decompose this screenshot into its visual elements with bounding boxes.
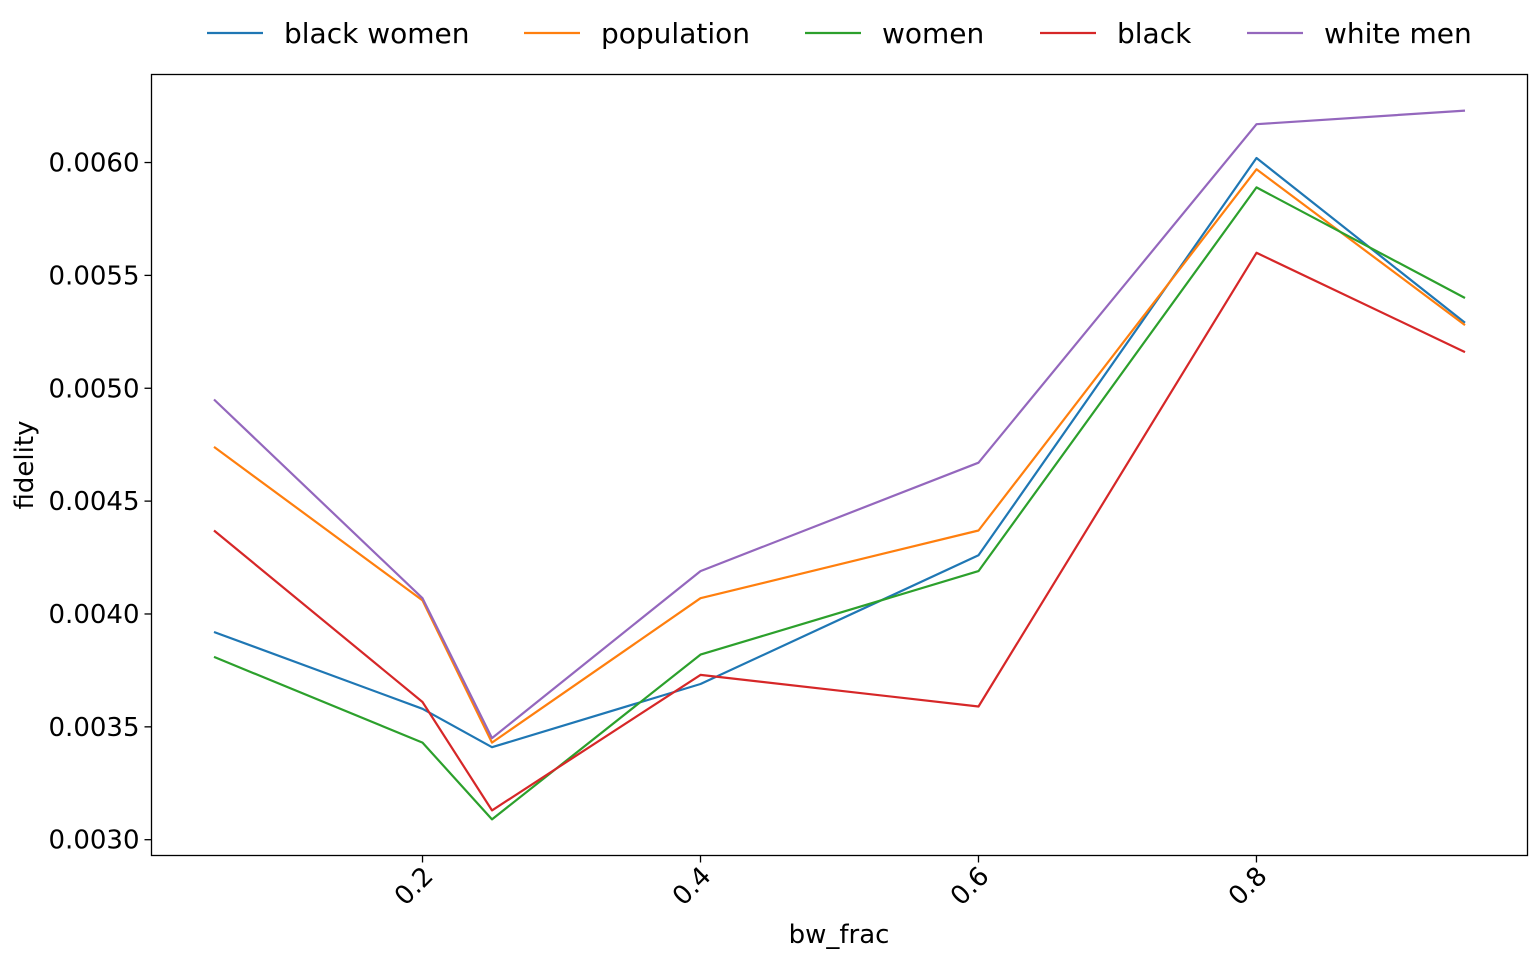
legend-item-black-women: black women	[207, 17, 470, 50]
x-tick-label: 0.6	[945, 861, 995, 911]
legend-item-black: black	[1040, 17, 1192, 50]
y-axis: 0.0030 0.0035 0.0040 0.0045 0.0050 0.0055 0.00…	[49, 149, 152, 856]
y-axis-label: fidelity	[10, 421, 40, 510]
legend-label: white men	[1324, 17, 1472, 50]
legend-item-population: population	[524, 17, 750, 50]
y-tick-label: 0.0050	[49, 374, 140, 404]
x-tick-label: 0.8	[1223, 861, 1273, 911]
legend-item-white-men: white men	[1247, 17, 1472, 50]
series-line-women	[213, 186, 1466, 821]
series-line-population	[213, 168, 1466, 744]
series-line-black-women	[213, 156, 1466, 749]
series-line-white-men	[213, 109, 1466, 740]
y-tick-label: 0.0030	[49, 826, 140, 856]
legend-label: population	[601, 17, 750, 50]
x-axis: 0.2 0.4 0.6 0.8	[389, 855, 1273, 912]
legend: black women population women black white men	[207, 17, 1472, 50]
y-tick-label: 0.0045	[49, 487, 140, 517]
y-tick-label: 0.0040	[49, 600, 140, 630]
y-tick-label: 0.0055	[49, 261, 140, 291]
y-tick-label: 0.0035	[49, 713, 140, 743]
legend-item-women: women	[805, 17, 984, 50]
series-line-black	[213, 251, 1466, 812]
plot-lines	[213, 109, 1466, 821]
x-tick-label: 0.2	[389, 861, 439, 911]
y-tick-label: 0.0060	[49, 149, 140, 179]
x-tick-label: 0.4	[667, 861, 717, 911]
plot-frame	[150, 73, 1529, 857]
legend-label: women	[882, 17, 984, 50]
legend-label: black	[1117, 17, 1192, 50]
x-axis-label: bw_frac	[789, 920, 890, 950]
legend-label: black women	[284, 17, 470, 50]
